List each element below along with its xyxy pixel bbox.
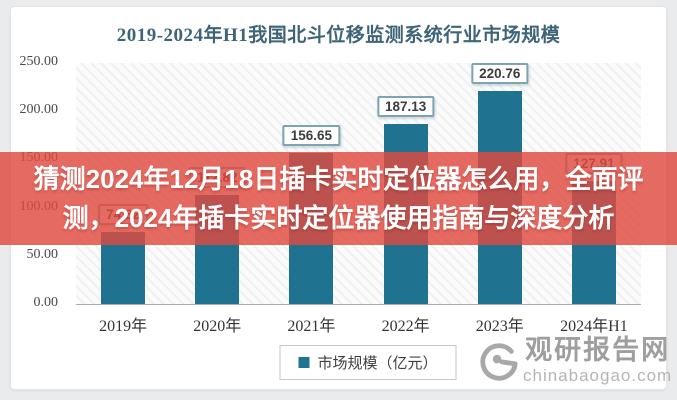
y-tick-label: 200.00 [19, 102, 59, 118]
value-label-2023年: 220.76 [471, 63, 529, 85]
y-tick-label: 50.00 [26, 246, 59, 262]
x-label-2024年H1: 2024年H1 [560, 318, 628, 335]
value-label-2022年: 187.13 [376, 95, 435, 117]
x-label-2023年: 2023年 [475, 318, 524, 335]
y-tick-label: 250.00 [19, 54, 59, 69]
chart-title: 2019-2024年H1我国北斗位移监测系统行业市场规模 [116, 25, 561, 46]
watermark-site-name: 观研报告网 [525, 335, 671, 365]
legend: 市场规模（亿元） [279, 345, 457, 380]
value-label-2021年: 156.65 [282, 125, 341, 146]
y-tick-label: 0.00 [33, 295, 59, 310]
watermark: 观研报告网 chinabaogao.com [477, 335, 677, 387]
legend-label: 市场规模（亿元） [317, 355, 438, 372]
overlay-text-line-2: 测，2024年插卡实时定位器使用指南与深度分析 [62, 202, 615, 233]
overlay-text-banner: 猜测2024年12月18日插卡实时定位器怎么用，全面评 测，2024年插卡实时定… [0, 152, 677, 245]
x-label-2019年: 2019年 [99, 318, 148, 335]
watermark-text: 观研报告网 chinabaogao.com [523, 335, 672, 387]
x-label-2020年: 2020年 [193, 318, 242, 335]
watermark-logo-icon [477, 339, 519, 386]
overlay-text-line-1: 猜测2024年12月18日插卡实时定位器怎么用，全面评 [33, 163, 644, 194]
watermark-site-domain: chinabaogao.com [523, 366, 673, 385]
x-label-2021年: 2021年 [287, 318, 336, 335]
x-axis-labels: 2019年 2020年 2021年 2022年 2023年 2024年H1 [76, 312, 641, 336]
legend-swatch-icon [298, 357, 310, 368]
x-label-2022年: 2022年 [381, 318, 430, 335]
